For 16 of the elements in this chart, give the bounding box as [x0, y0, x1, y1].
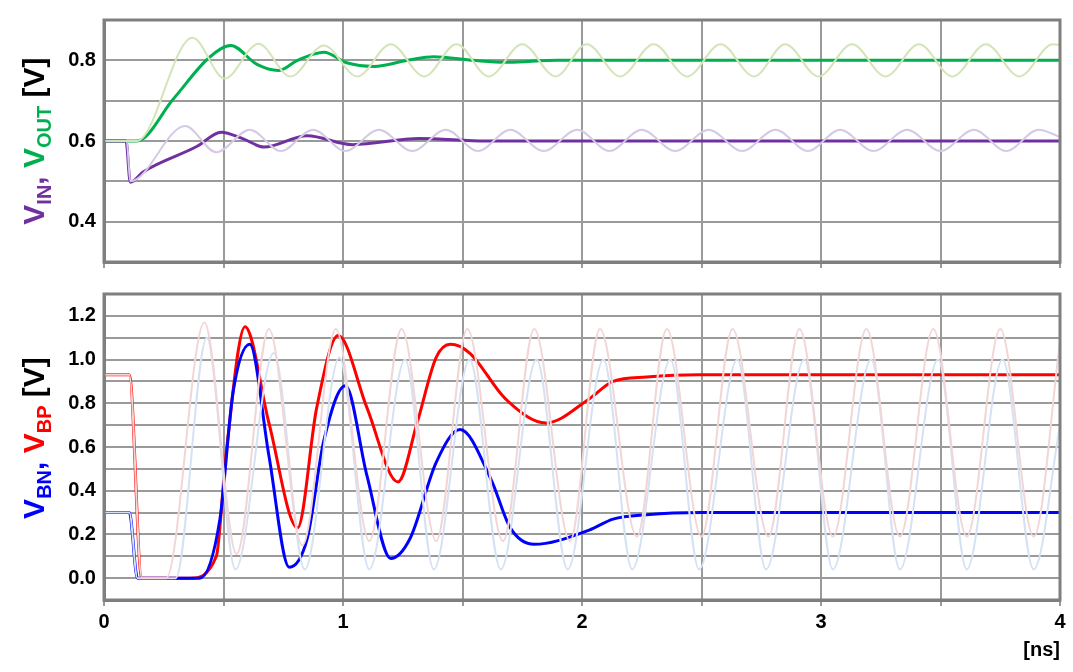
x-tick-label: 4 — [1054, 609, 1067, 632]
x-tick-label: 2 — [576, 609, 588, 632]
y-tick-label: 0.0 — [68, 565, 96, 588]
y-tick-label: 0.6 — [68, 128, 96, 151]
x-axis-title: [ns] — [1023, 637, 1060, 660]
y-tick-label: 0.8 — [68, 47, 96, 70]
x-tick-label: 1 — [337, 609, 349, 632]
y-tick-label: 0.4 — [68, 478, 97, 501]
y-tick-label: 0.4 — [68, 209, 97, 232]
x-tick-label: 3 — [815, 609, 827, 632]
y-tick-label: 0.8 — [68, 390, 96, 413]
x-tick-label: 0 — [98, 609, 110, 632]
y-tick-label: 0.6 — [68, 434, 96, 457]
y-tick-label: 1.2 — [68, 303, 96, 326]
y-tick-label: 0.2 — [68, 521, 96, 544]
y-tick-label: 1.0 — [68, 347, 96, 370]
